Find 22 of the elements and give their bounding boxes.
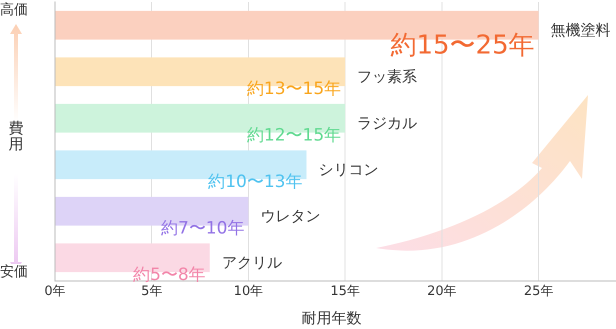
- y-tick-label: ラジカル: [357, 114, 418, 132]
- text: 安価: [0, 264, 28, 280]
- x-tick-label: 0年: [44, 284, 66, 300]
- data-label: 約12〜15年: [246, 126, 342, 146]
- y-tick-label: ウレタン: [260, 207, 320, 226]
- data-label: 約5〜8年: [133, 265, 206, 286]
- y-tick-label: フッ素系: [357, 68, 418, 86]
- y-tick-label: 無機塗料: [550, 21, 611, 40]
- y-axis-title: 費用: [8, 119, 24, 153]
- x-tick-label: 5年: [141, 284, 162, 300]
- x-tick-label: 20年: [427, 284, 457, 300]
- text: 高価: [0, 2, 28, 18]
- data-label: 約10〜13年: [208, 172, 302, 192]
- y-tick-label: アクリル: [222, 254, 282, 272]
- data-label: 約15〜25年: [390, 30, 535, 61]
- data-label: 約13〜15年: [246, 79, 342, 100]
- x-tick-label: 10年: [234, 284, 264, 300]
- x-axis-title: 耐用年数: [47, 309, 616, 327]
- x-tick-label: 15年: [330, 284, 360, 300]
- data-label: 約7〜10年: [160, 218, 244, 239]
- y-tick-label: シリコン: [318, 160, 378, 179]
- x-tick-label: 25年: [524, 284, 554, 300]
